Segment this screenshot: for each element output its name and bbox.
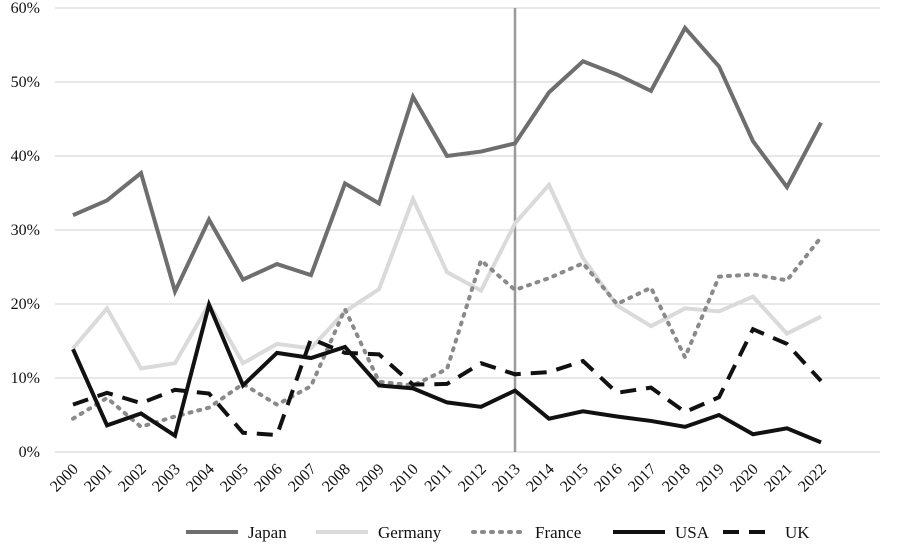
x-tick-label: 2008: [319, 461, 354, 496]
x-tick-label: 2015: [557, 461, 592, 496]
x-tick-label: 2018: [659, 461, 694, 496]
x-tick-label: 2014: [523, 461, 558, 496]
legend: Japan Germany France USA UK: [186, 523, 810, 542]
x-tick-label: 2013: [489, 461, 524, 496]
x-tick-label: 2010: [387, 461, 422, 496]
y-tick-label: 40%: [11, 148, 40, 165]
y-tick-label: 10%: [11, 370, 40, 387]
legend-label-uk: UK: [785, 523, 810, 542]
legend-label-japan: Japan: [248, 523, 287, 542]
x-tick-label: 2000: [47, 461, 82, 496]
series-line-japan: [72, 24, 823, 298]
series-line-uk: [72, 326, 823, 438]
x-tick-label: 2017: [625, 461, 660, 496]
x-tick-label: 2002: [115, 461, 150, 496]
x-tick-label: 2021: [761, 461, 796, 496]
x-tick-label: 2009: [353, 461, 388, 496]
legend-label-france: France: [535, 523, 581, 542]
legend-label-usa: USA: [675, 523, 710, 542]
x-tick-label: 2011: [422, 461, 456, 495]
x-tick-label: 2006: [251, 461, 286, 496]
x-tick-label: 2007: [285, 461, 320, 496]
x-tick-label: 2016: [591, 461, 626, 496]
series-line-germany: [71, 181, 822, 371]
x-tick-label: 2012: [455, 461, 490, 496]
x-axis: 2000 2001 2002 2003 2004 2005 2006 2007 2008 2009…: [47, 461, 830, 496]
y-tick-label: 30%: [11, 222, 40, 239]
x-tick-label: 2003: [149, 461, 184, 496]
series-line-usa: [71, 298, 822, 445]
x-tick-label: 2001: [81, 461, 116, 496]
x-tick-label: 2004: [183, 461, 218, 496]
x-tick-label: 2019: [693, 461, 728, 496]
x-tick-label: 2022: [795, 461, 830, 496]
x-tick-label: 2020: [727, 461, 762, 496]
series-line-france: [71, 235, 823, 430]
x-tick-label: 2005: [217, 461, 252, 496]
gridlines: [55, 7, 880, 453]
y-tick-label: 50%: [11, 74, 40, 91]
series-lines: [71, 24, 823, 445]
y-tick-label: 0%: [19, 444, 40, 461]
y-tick-label: 20%: [11, 296, 40, 313]
y-axis: 0% 10% 20% 30% 40% 50% 60%: [11, 0, 40, 461]
y-tick-label: 60%: [11, 0, 40, 17]
legend-label-germany: Germany: [378, 523, 442, 542]
